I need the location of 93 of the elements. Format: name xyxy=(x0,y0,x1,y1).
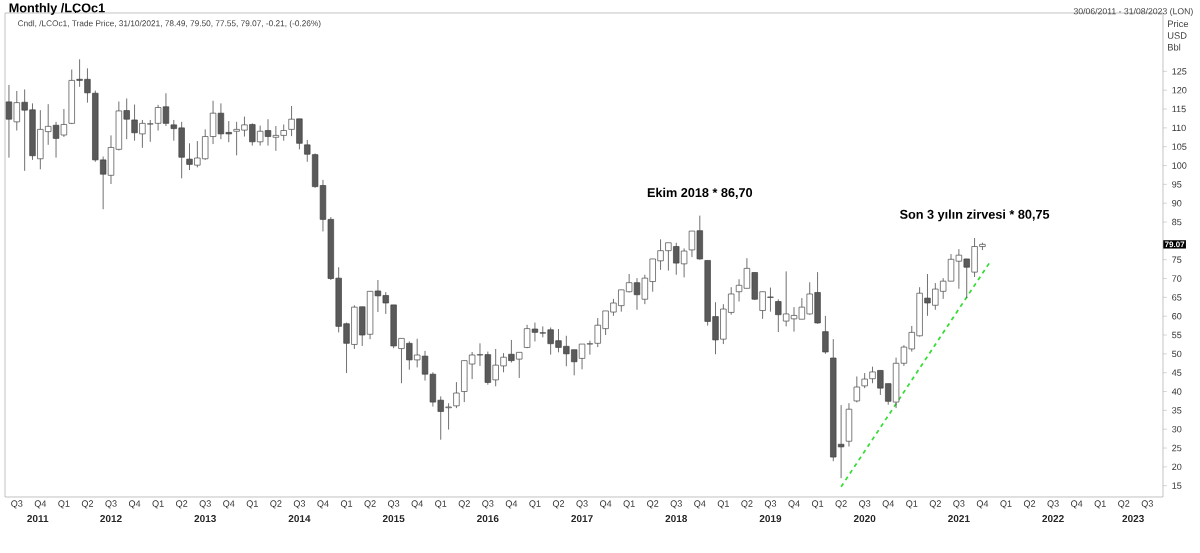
x-tick-label: Q3 xyxy=(1141,500,1153,509)
x-tick-label: Q2 xyxy=(1023,500,1036,509)
x-tick-label: Q1 xyxy=(152,500,164,509)
x-tick-label: Q3 xyxy=(11,500,23,509)
x-tick-label: Q1 xyxy=(623,500,635,509)
y-tick-label: 30 xyxy=(1172,425,1182,433)
x-tick-label: Q1 xyxy=(246,500,258,509)
x-tick-label: Q4 xyxy=(882,500,895,509)
x-tick-label: Q1 xyxy=(811,500,824,509)
y-tick-label: 75 xyxy=(1172,256,1182,263)
x-tick-label: Q1 xyxy=(717,500,729,509)
y-tick-label: 15 xyxy=(1172,482,1182,489)
y-tick-label: 55 xyxy=(1172,331,1182,339)
x2-tick-label: 2021 xyxy=(948,515,970,523)
candlestick xyxy=(453,381,460,409)
y-axis-title: Price USD Bbl xyxy=(1167,20,1189,51)
x-tick-label: Q1 xyxy=(340,500,353,509)
x-tick-label: Q4 xyxy=(505,500,518,509)
x2-tick-label: 2016 xyxy=(477,515,499,523)
y-tick-label: 35 xyxy=(1172,407,1182,414)
x2-tick-label: 2012 xyxy=(100,515,122,523)
x-tick-label: Q3 xyxy=(670,500,682,509)
x-tick-label: Q4 xyxy=(694,500,706,509)
x2-tick-label: 2019 xyxy=(759,515,782,523)
x-tick-label: Q2 xyxy=(835,500,847,509)
x-tick-label: Q2 xyxy=(647,500,659,509)
y-tick-label: 45 xyxy=(1171,369,1182,376)
y-tick-label: 110 xyxy=(1172,124,1186,132)
y-tick-label: 50 xyxy=(1172,350,1182,358)
x-tick-label: Q4 xyxy=(317,500,329,509)
x-tick-label: Q3 xyxy=(764,500,777,509)
x-tick-label: Q4 xyxy=(976,500,989,509)
y-tick-label: 20 xyxy=(1172,463,1182,471)
x2-tick-label: 2020 xyxy=(853,515,876,523)
x-tick-label: Q2 xyxy=(929,500,941,509)
x-tick-label: Q2 xyxy=(364,500,376,509)
y-tick-label: 60 xyxy=(1172,312,1182,320)
x-tick-label: Q4 xyxy=(34,500,47,509)
candlestick xyxy=(822,315,829,355)
x-tick-label: Q3 xyxy=(859,500,871,509)
x-tick-label: Q4 xyxy=(788,500,800,509)
x-tick-label: Q1 xyxy=(58,500,70,509)
y-tick-label: 40 xyxy=(1171,388,1182,395)
x-tick-label: Q4 xyxy=(411,500,423,509)
y-tick-label: 90 xyxy=(1172,199,1182,207)
x-tick-label: Q3 xyxy=(482,500,494,509)
x2-tick-label: 2015 xyxy=(382,515,405,523)
y-tick-label: 105 xyxy=(1172,143,1187,150)
y-tick-label: 25 xyxy=(1172,444,1182,452)
y-tick-label: 115 xyxy=(1172,105,1186,113)
x-tick-label: Q2 xyxy=(458,500,470,509)
y-tick-label: 125 xyxy=(1172,68,1187,75)
x-tick-label: Q1 xyxy=(1094,500,1106,509)
x2-tick-label: 2017 xyxy=(571,515,593,523)
y-tick-label: 120 xyxy=(1172,86,1187,94)
x-tick-label: Q3 xyxy=(199,500,211,509)
x-tick-label: Q2 xyxy=(176,500,188,509)
y-tick-label: 95 xyxy=(1172,181,1182,188)
x-tick-label: Q4 xyxy=(599,500,612,509)
x-tick-label: Q1 xyxy=(1000,500,1012,509)
annotation: Cndl, /LCOc1, Trade Price, 31/10/2021, 78.49, 79.50, 77.55, 79.07, -0.21, (-0.26%) xyxy=(18,20,321,28)
y-tick-label: 65 xyxy=(1172,294,1182,301)
x-tick-label: Q3 xyxy=(576,500,588,509)
x2-tick-label: 2011 xyxy=(27,515,49,523)
x2-tick-label: 2023 xyxy=(1122,515,1144,523)
x-tick-label: Q2 xyxy=(1118,500,1130,509)
x-tick-label: Q2 xyxy=(270,500,282,509)
x-tick-label: Q3 xyxy=(293,500,306,509)
y-tick-label: 100 xyxy=(1172,162,1187,169)
x-tick-label: Q2 xyxy=(741,500,753,509)
x-tick-label: Q4 xyxy=(223,500,235,509)
x-tick-label: Q1 xyxy=(906,500,918,509)
annotation: Son 3 yılın zirvesi * 80,75 xyxy=(899,209,1050,222)
x-tick-label: Q2 xyxy=(81,500,94,509)
x-tick-label: Q3 xyxy=(1047,500,1059,509)
x-tick-label: Q2 xyxy=(552,500,565,509)
x2-tick-label: 2013 xyxy=(194,515,216,523)
y-tick-label: 70 xyxy=(1172,275,1182,282)
x-tick-label: Q3 xyxy=(105,500,117,509)
x2-tick-label: 2014 xyxy=(288,515,311,523)
text: 79.07 xyxy=(1164,241,1185,248)
x2-tick-label: 2022 xyxy=(1042,515,1064,523)
x-tick-label: Q4 xyxy=(1071,500,1083,509)
x-tick-label: Q4 xyxy=(128,500,141,509)
x-tick-label: Q1 xyxy=(529,500,541,509)
y-tick-label: 85 xyxy=(1172,218,1182,226)
chart-subtitle: 30/06/2011 - 31/08/2023 (LON) xyxy=(1073,7,1193,17)
x2-tick-label: 2018 xyxy=(665,515,688,523)
x-tick-label: Q3 xyxy=(388,500,400,509)
chart-title: Monthly /LCOc1 xyxy=(9,3,105,15)
x-tick-label: Q1 xyxy=(435,500,447,509)
annotation: Ekim 2018 * 86,70 xyxy=(647,187,753,199)
x-tick-label: Q3 xyxy=(953,500,965,509)
